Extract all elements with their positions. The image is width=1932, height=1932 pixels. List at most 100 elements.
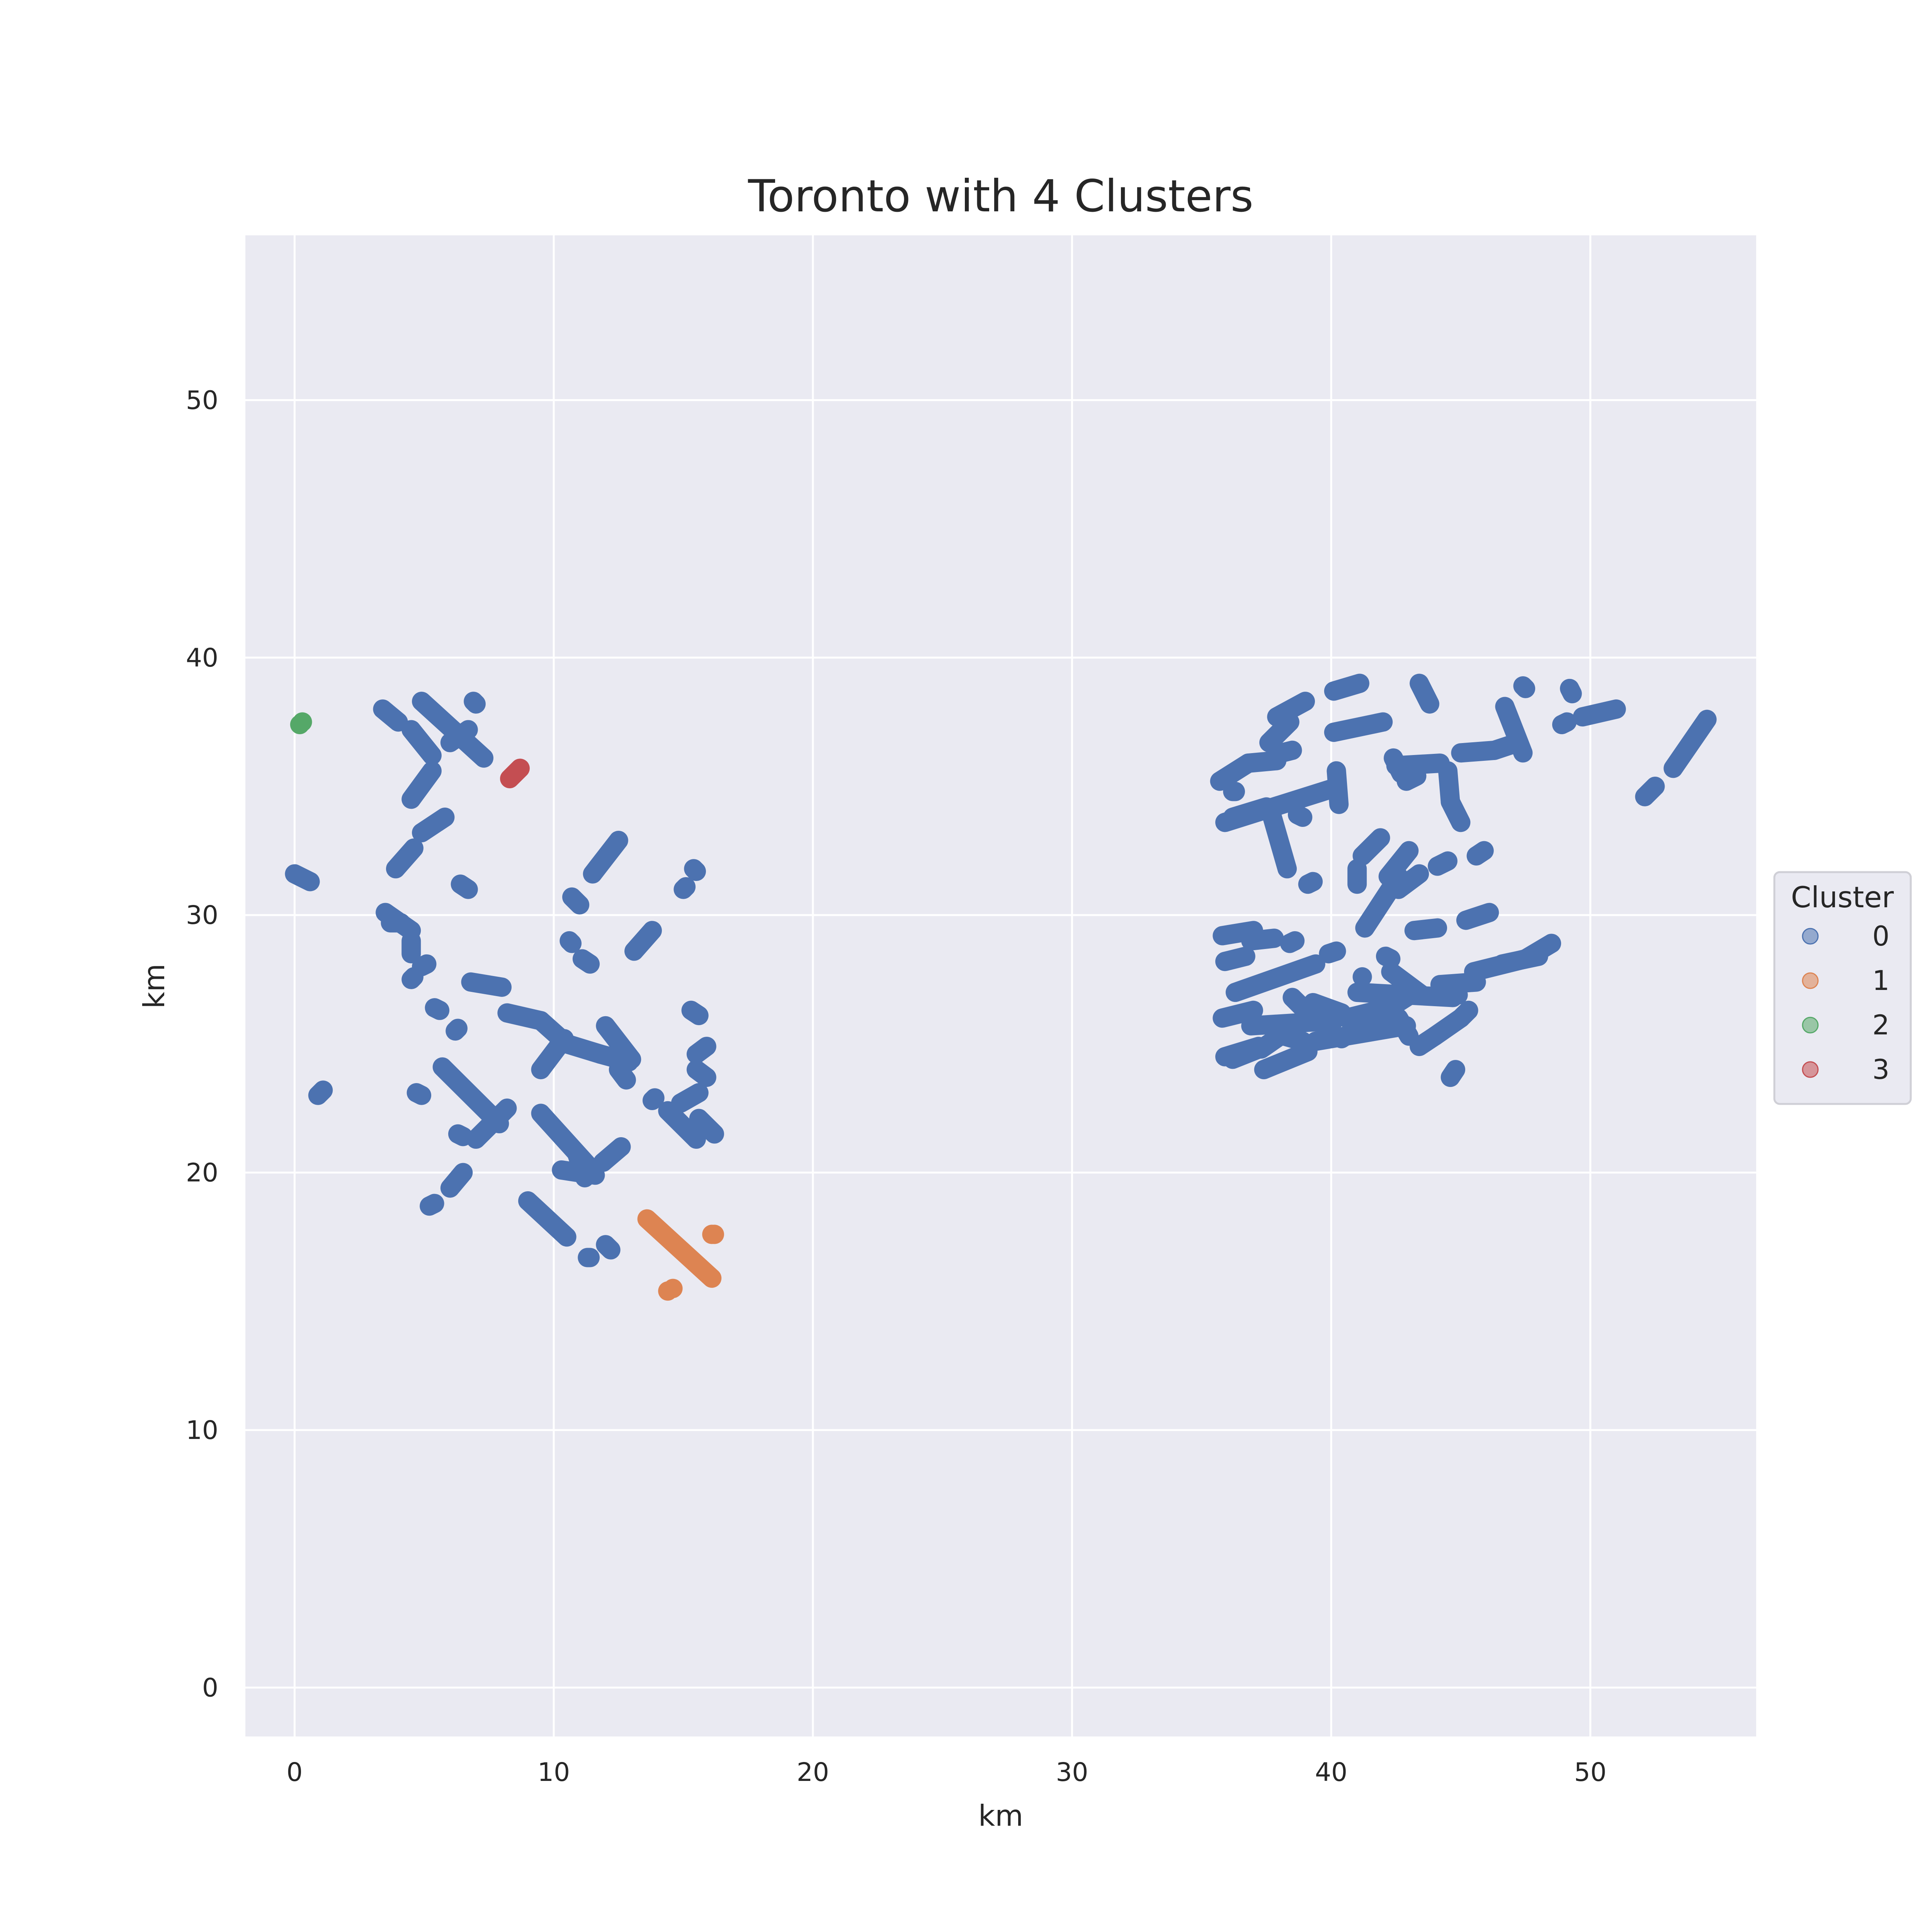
- data-point-track: [412, 808, 455, 843]
- y-tick-label: 20: [186, 1158, 218, 1188]
- data-point-track: [1485, 735, 1520, 760]
- data-point-track: [420, 1194, 444, 1216]
- data-point-track: [1238, 751, 1287, 773]
- data-point-track: [609, 1060, 636, 1090]
- data-point-track: [671, 1083, 709, 1113]
- data-point-track: [1254, 1042, 1318, 1080]
- data-point-track: [562, 887, 590, 915]
- data-point-track: [1241, 929, 1284, 951]
- data-point-track: [1350, 1003, 1383, 1026]
- data-point-track: [1410, 673, 1439, 714]
- data-point-track: [1513, 676, 1536, 698]
- data-point-track: [1404, 918, 1447, 940]
- y-tick-labels: 0 10 20 30 40 50: [186, 385, 218, 1702]
- x-tick-label: 10: [537, 1757, 570, 1787]
- data-point-track: [684, 859, 706, 881]
- data-point-track: [285, 864, 320, 891]
- data-point-track: [552, 1160, 605, 1185]
- data-point-track: [401, 720, 442, 765]
- data-point-track: [1319, 941, 1346, 964]
- data-point-track: [451, 874, 478, 899]
- data-point-track: [1560, 679, 1582, 704]
- data-point-track: [1428, 851, 1458, 876]
- series-3: [500, 759, 530, 789]
- data-point-track: [440, 720, 478, 752]
- data-point-track: [448, 1124, 473, 1146]
- data-point-track: [593, 1137, 631, 1172]
- data-point-track: [1267, 692, 1315, 727]
- series-1: [637, 1209, 724, 1301]
- data-point-track: [500, 759, 530, 789]
- data-point-track: [406, 1083, 432, 1105]
- data-point-track: [1225, 954, 1325, 1002]
- legend-marker: [1802, 928, 1819, 945]
- data-point-track: [1215, 946, 1255, 971]
- data-point-track: [1355, 867, 1408, 938]
- data-point-track: [412, 954, 437, 976]
- data-point-track: [1287, 805, 1313, 827]
- legend-label: 2: [1872, 1009, 1889, 1041]
- y-axis-label: km: [137, 964, 171, 1009]
- data-point-track: [1440, 792, 1471, 832]
- data-point-track: [1663, 709, 1717, 778]
- data-point-track: [1552, 712, 1577, 735]
- y-tick-label: 0: [202, 1673, 218, 1702]
- data-point-track: [1280, 931, 1305, 953]
- y-tick-label: 10: [186, 1415, 218, 1445]
- data-point-track: [1466, 841, 1494, 866]
- data-point-track: [466, 1099, 517, 1149]
- data-point-track: [1396, 766, 1427, 791]
- data-point-track: [373, 699, 408, 732]
- data-point-track: [1352, 828, 1390, 866]
- data-point-track: [401, 967, 423, 989]
- data-point-track: [1495, 697, 1533, 763]
- data-point-track: [461, 972, 512, 997]
- data-point-track: [689, 1109, 724, 1144]
- data-point-track: [1223, 797, 1276, 827]
- data-point-track: [1259, 712, 1299, 752]
- data-point-track: [583, 830, 628, 884]
- x-tick-label: 20: [797, 1757, 829, 1787]
- data-point-track: [1213, 921, 1263, 946]
- data-point-track: [686, 1037, 716, 1064]
- data-point-track: [596, 1016, 641, 1069]
- data-point-track: [518, 1191, 577, 1247]
- data-point-track: [464, 692, 486, 714]
- data-point: [293, 712, 312, 732]
- y-tick-label: 50: [186, 385, 218, 415]
- data-point-track: [637, 1209, 722, 1288]
- legend-marker: [1802, 972, 1819, 989]
- data-point-track: [1272, 740, 1302, 763]
- data-point-track: [1376, 946, 1401, 969]
- data-point: [704, 1225, 724, 1244]
- data-point-track: [1282, 988, 1313, 1018]
- data-point-track: [1456, 903, 1499, 930]
- data-point-track: [1635, 777, 1665, 806]
- grid: [245, 235, 1756, 1736]
- data-point-track: [596, 1235, 621, 1260]
- data-point-track: [1298, 872, 1323, 894]
- data-point-track: [1347, 983, 1463, 1007]
- chart-title: Toronto with 4 Clusters: [748, 170, 1253, 222]
- legend-entries: 0 1 2 3: [1802, 920, 1889, 1085]
- data-point-track: [1324, 673, 1369, 701]
- data-point-track: [681, 1000, 709, 1026]
- data-point-track: [425, 998, 450, 1020]
- legend-marker: [1802, 1061, 1819, 1078]
- data-point-track: [572, 949, 600, 974]
- y-tick-label: 40: [186, 643, 218, 673]
- data-point: [663, 1279, 683, 1298]
- data-point-track: [440, 1163, 473, 1198]
- data-points: [285, 673, 1717, 1301]
- y-tick-label: 30: [186, 900, 218, 930]
- data-point-track: [1386, 753, 1450, 776]
- x-tick-label: 0: [286, 1757, 303, 1787]
- data-point-track: [624, 921, 662, 961]
- data-point-track: [1389, 1008, 1419, 1046]
- legend-label: 0: [1872, 920, 1889, 952]
- data-point-track: [560, 931, 582, 953]
- legend-marker: [1802, 1017, 1819, 1034]
- legend-label: 3: [1872, 1054, 1889, 1085]
- data-point-track: [531, 1029, 574, 1080]
